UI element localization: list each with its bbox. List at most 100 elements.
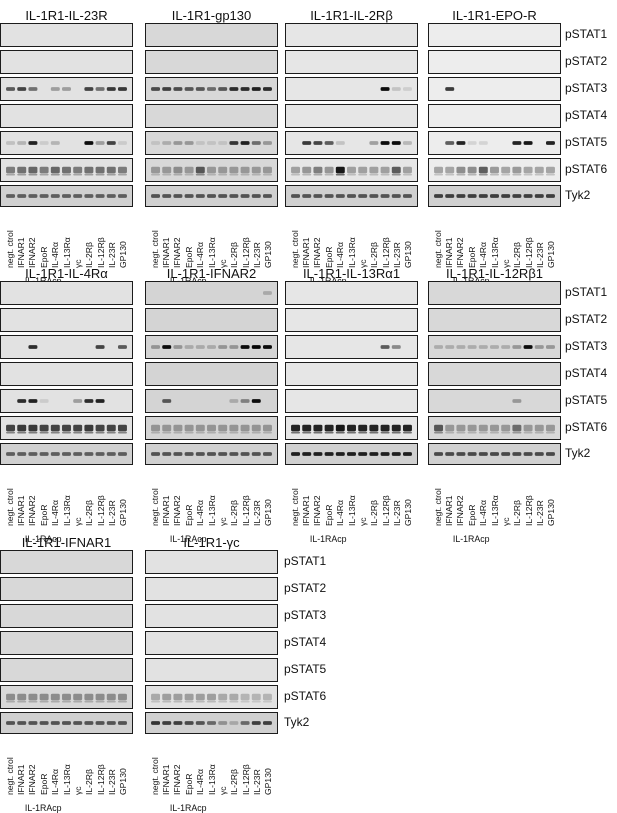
row-label: pSTAT4 <box>284 635 327 649</box>
protein-band <box>229 166 239 174</box>
protein-band <box>534 431 544 434</box>
lane-label: GP130 <box>118 768 129 795</box>
protein-band <box>358 424 368 432</box>
blot-strip <box>285 50 418 74</box>
protein-band <box>84 173 94 176</box>
protein-band <box>545 424 555 432</box>
protein-band <box>251 173 261 176</box>
x-axis-label: IL-1RAcp <box>169 534 207 544</box>
protein-band <box>106 700 116 703</box>
protein-band <box>251 141 261 145</box>
protein-band <box>402 194 412 198</box>
protein-band <box>478 173 488 176</box>
protein-band <box>229 141 239 145</box>
blot-strip <box>428 389 561 413</box>
blot-strip <box>0 685 133 709</box>
protein-band <box>240 424 250 432</box>
protein-band <box>39 693 49 701</box>
lane-label: IL-23R <box>534 242 545 268</box>
protein-band <box>28 87 38 91</box>
protein-band <box>50 141 60 145</box>
protein-band <box>534 194 544 198</box>
protein-band <box>302 194 312 198</box>
protein-band <box>6 700 16 703</box>
protein-band <box>39 721 49 725</box>
panel-title: IL-1R1-IFNAR2 <box>166 266 257 281</box>
lane-label: EpoR <box>38 773 49 796</box>
protein-band <box>73 452 83 456</box>
protein-band <box>512 141 522 145</box>
blot-strip <box>285 308 418 332</box>
protein-band <box>324 173 334 176</box>
protein-band <box>229 700 239 703</box>
row-label: pSTAT3 <box>565 339 608 353</box>
protein-band <box>467 173 477 176</box>
protein-band <box>218 424 228 432</box>
protein-band <box>240 194 250 198</box>
protein-band <box>490 194 499 198</box>
protein-band <box>62 424 71 432</box>
protein-band <box>173 693 183 701</box>
blot-strip <box>285 158 418 182</box>
protein-band <box>369 452 379 456</box>
protein-band <box>240 87 250 91</box>
protein-band <box>195 173 205 176</box>
protein-band <box>162 693 172 701</box>
panel-title: IL-1R1-γc <box>183 535 240 550</box>
protein-band <box>347 194 356 198</box>
blot-strip <box>428 281 561 305</box>
lane-label: IFNAR2 <box>27 764 38 795</box>
protein-band <box>184 173 194 176</box>
lane-label: IL-4Rα <box>195 242 206 268</box>
protein-band <box>151 721 161 725</box>
protein-band <box>117 424 127 432</box>
protein-band <box>50 87 60 91</box>
protein-band <box>106 173 116 176</box>
protein-band <box>151 194 161 198</box>
protein-band <box>39 424 49 432</box>
lane-label: IL-2Rβ <box>512 500 523 526</box>
protein-band <box>467 452 477 456</box>
lane-label: γc <box>217 517 228 526</box>
protein-band <box>251 452 261 456</box>
protein-band <box>17 700 27 703</box>
blot-strip <box>145 658 278 682</box>
protein-band <box>229 345 239 349</box>
protein-band <box>117 173 127 176</box>
protein-band <box>478 194 488 198</box>
blot-strip <box>145 389 278 413</box>
protein-band <box>369 166 379 174</box>
lane-label: GP130 <box>403 499 414 526</box>
blot-strip <box>145 335 278 359</box>
protein-band <box>313 452 323 456</box>
protein-band <box>151 87 161 91</box>
protein-band <box>195 166 205 174</box>
blot-strip <box>0 443 133 465</box>
protein-band <box>117 721 127 725</box>
protein-band <box>434 194 444 198</box>
row-label: pSTAT1 <box>565 27 608 41</box>
blot-strip <box>428 23 561 47</box>
blot-strip <box>428 416 561 440</box>
lane-label: IL-2Rβ <box>229 242 240 268</box>
protein-band <box>207 452 216 456</box>
lane-label: negt. ctrol <box>432 488 443 526</box>
x-axis-label: IL-1RAcp <box>309 534 347 544</box>
protein-band <box>229 87 239 91</box>
protein-band <box>467 424 477 432</box>
blot-strip <box>145 416 278 440</box>
row-label: pSTAT3 <box>565 81 608 95</box>
protein-band <box>512 345 522 349</box>
protein-band <box>95 141 105 145</box>
protein-band <box>162 141 172 145</box>
protein-band <box>95 452 105 456</box>
protein-band <box>218 166 228 174</box>
protein-band <box>456 173 466 176</box>
protein-band <box>73 424 83 432</box>
lane-label: IL-12Rβ <box>95 495 106 526</box>
protein-band <box>218 141 228 145</box>
protein-band <box>218 87 228 91</box>
protein-band <box>358 166 368 174</box>
blot-strip <box>0 604 133 628</box>
protein-band <box>6 87 16 91</box>
